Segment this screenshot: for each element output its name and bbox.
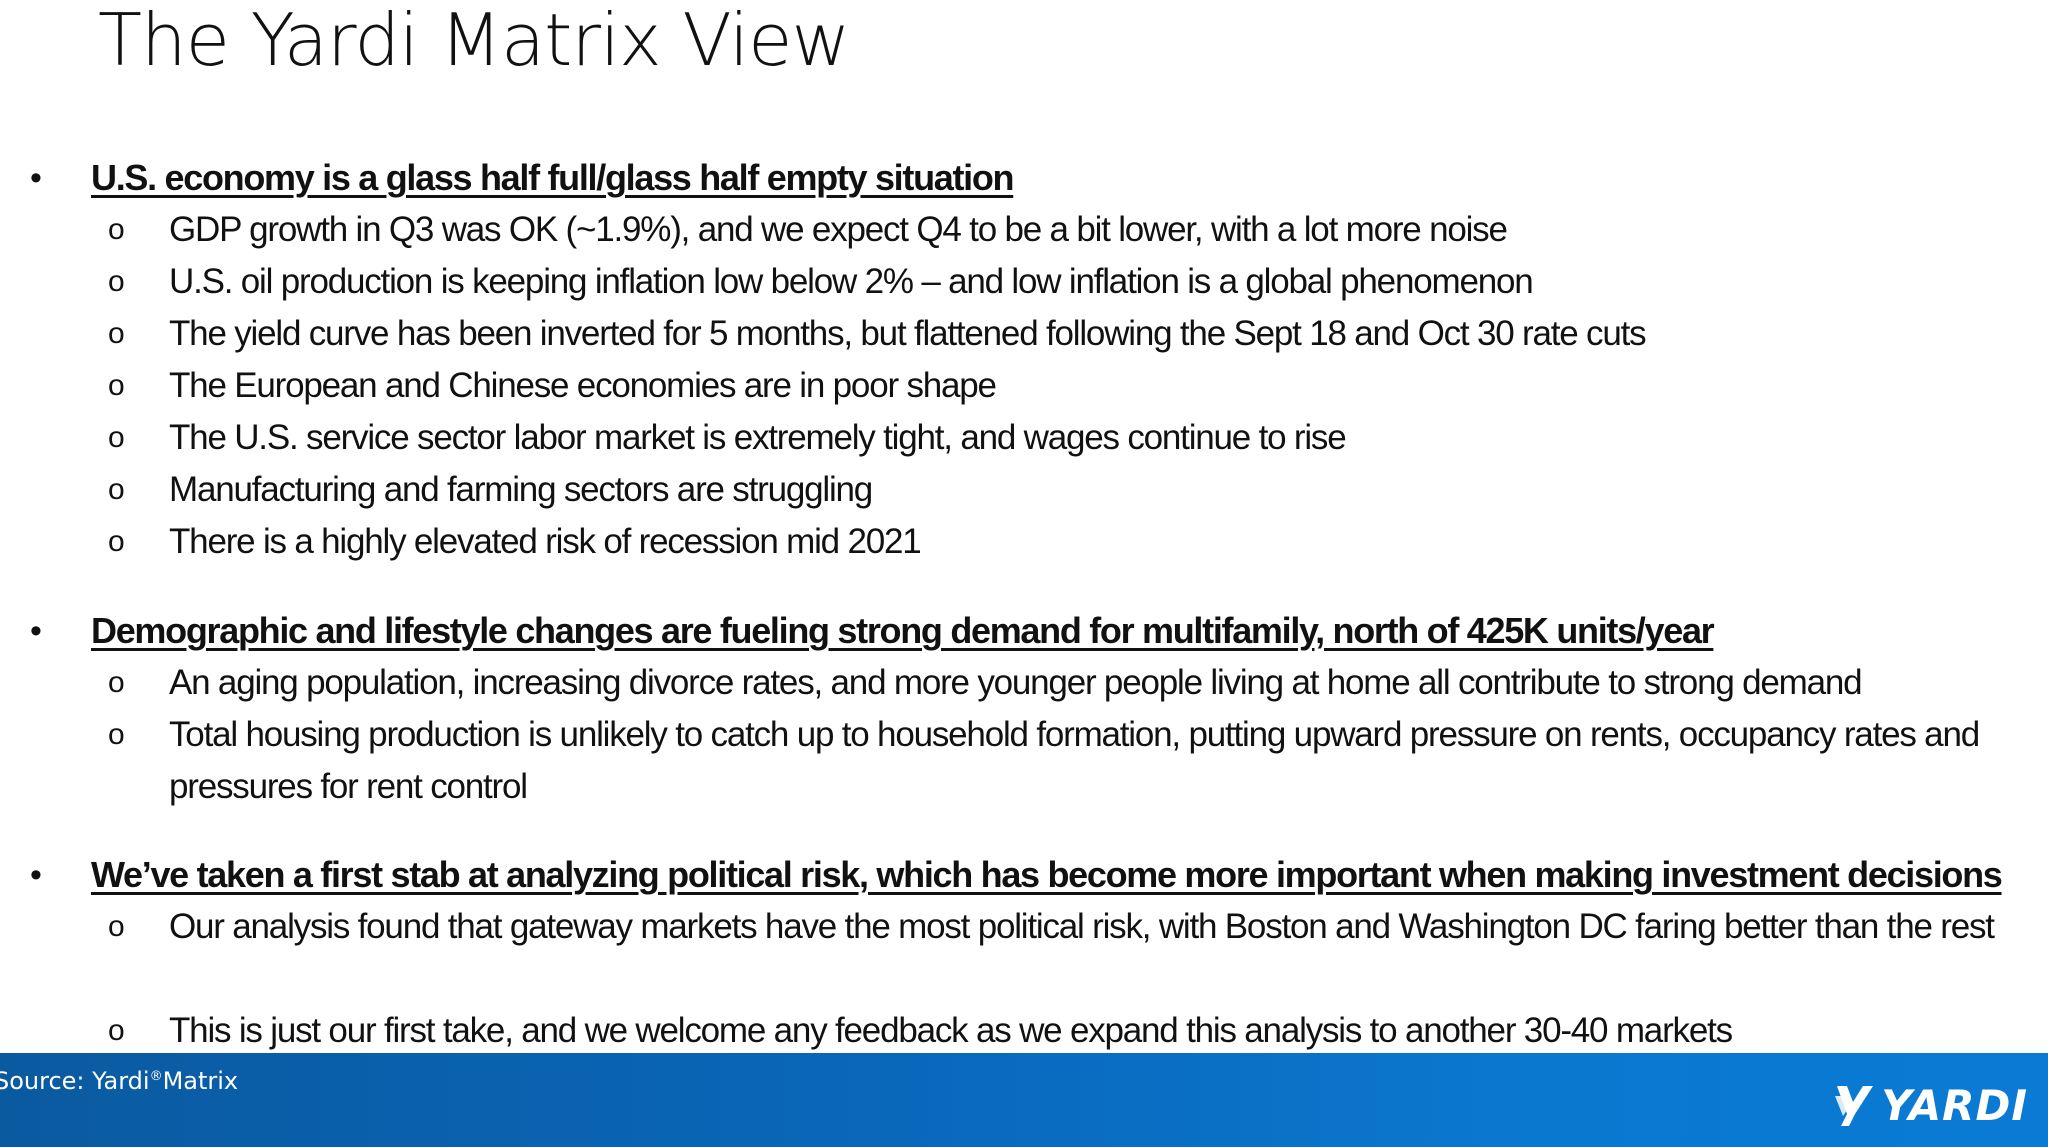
logo-text: YARDI [1881,1081,2028,1130]
list-item-text: The yield curve has been inverted for 5 … [169,314,1647,353]
source-prefix: Source: Yardi [0,1067,150,1095]
yardi-logo: YARDI [1833,1081,2028,1131]
sub-bullet-marker: o [108,369,125,402]
bullet-marker: • [30,856,42,894]
list-item-text: Our analysis found that gateway markets … [169,907,1995,946]
bullet-marker: • [30,159,42,197]
sub-bullet-marker: o [108,473,125,506]
list-item-text: An aging population, increasing divorce … [169,663,1863,702]
sub-bullet-marker: o [108,213,125,246]
list-item-text: The European and Chinese economies are i… [169,366,997,405]
list-item-text: Total housing production is unlikely to … [169,715,1980,806]
section-heading: We’ve taken a first stab at analyzing po… [91,854,2003,895]
sub-bullet-marker: o [108,910,125,943]
sub-bullet-marker: o [108,421,125,454]
list-item-text: This is just our first take, and we welc… [169,1011,1733,1050]
section-heading: U.S. economy is a glass half full/glass … [91,157,1015,198]
footer-band: Source: Yardi®Matrix YARDI [0,1053,2048,1147]
source-suffix: Matrix [162,1067,239,1095]
source-note: Source: Yardi®Matrix [0,1067,238,1095]
bullet-marker: • [30,612,42,650]
slide-title: The Yardi Matrix View [98,0,850,82]
sub-bullet-marker: o [108,1014,125,1047]
sub-bullet-marker: o [108,525,125,558]
yardi-mark-icon [1835,1086,1874,1126]
list-item-text: U.S. oil production is keeping inflation… [169,262,1534,301]
list-item-text: Manufacturing and farming sectors are st… [169,470,873,509]
list-item-text: GDP growth in Q3 was OK (~1.9%), and we … [169,210,1508,249]
registered-mark: ® [149,1069,163,1084]
sub-bullet-marker: o [108,718,125,751]
section-heading: Demographic and lifestyle changes are fu… [91,610,1715,651]
sub-bullet-marker: o [108,666,125,699]
list-item-text: The U.S. service sector labor market is … [169,418,1347,457]
sub-bullet-marker: o [108,265,125,298]
list-item-text: There is a highly elevated risk of reces… [169,522,922,561]
sub-bullet-marker: o [108,317,125,350]
